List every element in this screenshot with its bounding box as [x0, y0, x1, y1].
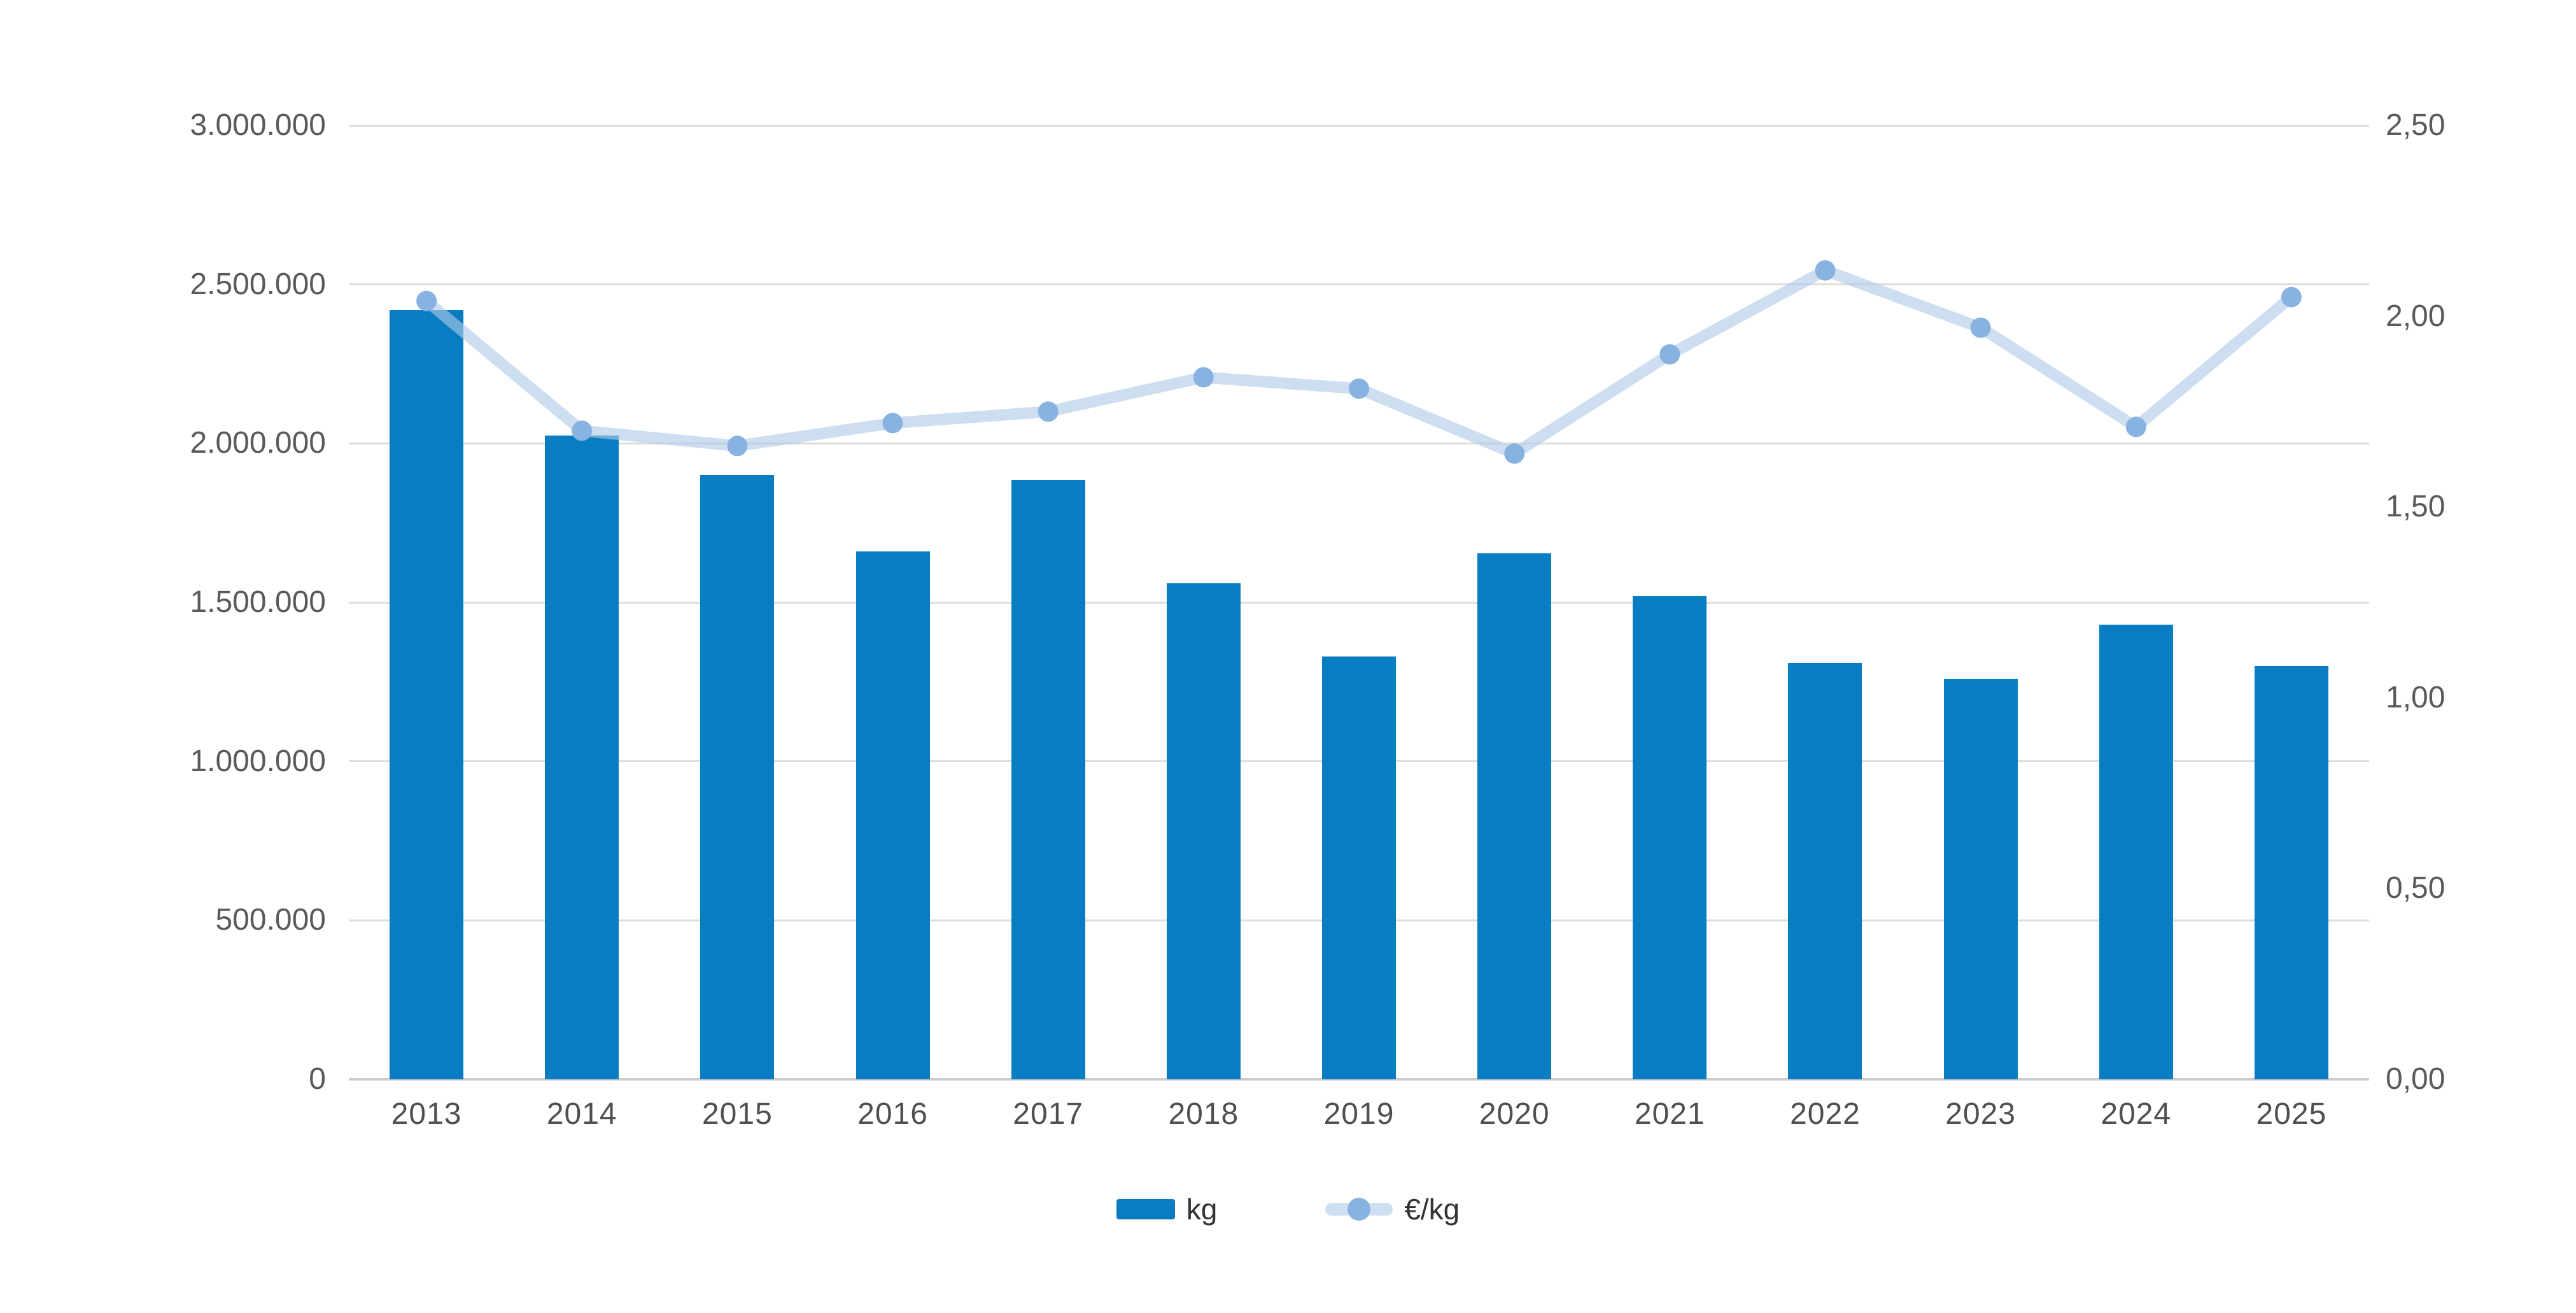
- left-axis-tick-1.000.000: 1.000.000: [190, 744, 326, 778]
- right-axis-tick-1,00: 1,00: [2386, 680, 2446, 714]
- price-dot-2020[interactable]: [1504, 443, 1525, 464]
- x-axis-line: [349, 1078, 2369, 1081]
- kg-swatch: [1116, 1199, 1175, 1219]
- bar-2021[interactable]: [1633, 596, 1707, 1079]
- x-tick-2016: 2016: [857, 1097, 928, 1131]
- right-axis-tick-0,00: 0,00: [2386, 1062, 2446, 1096]
- x-tick-2024: 2024: [2101, 1097, 2172, 1131]
- price-dot-2014[interactable]: [572, 420, 593, 441]
- bar-2020[interactable]: [1477, 553, 1552, 1079]
- price-dot-2015[interactable]: [727, 436, 748, 457]
- legend-label-eur-per-kg: €/kg: [1404, 1193, 1460, 1226]
- left-axis-tick-500.000: 500.000: [215, 903, 326, 937]
- x-tick-2018: 2018: [1168, 1097, 1239, 1131]
- price-dot-2013[interactable]: [416, 290, 437, 311]
- legend-label-kg: kg: [1186, 1193, 1218, 1226]
- price-dot-2024[interactable]: [2125, 416, 2146, 437]
- x-tick-2019: 2019: [1323, 1097, 1395, 1131]
- x-tick-2025: 2025: [2256, 1097, 2327, 1131]
- price-dot-2017[interactable]: [1038, 401, 1059, 422]
- bar-2013[interactable]: [390, 309, 464, 1079]
- gridline: [349, 124, 2369, 127]
- gridline: [349, 601, 2369, 604]
- bar-2017[interactable]: [1011, 479, 1085, 1079]
- bar-2015[interactable]: [700, 475, 775, 1079]
- gridline: [349, 283, 2369, 286]
- x-tick-2022: 2022: [1790, 1097, 1861, 1131]
- bar-2019[interactable]: [1322, 656, 1396, 1079]
- right-axis-tick-1,50: 1,50: [2386, 490, 2446, 524]
- price-dot-2023[interactable]: [1970, 317, 1991, 338]
- price-dot-2018[interactable]: [1193, 367, 1214, 388]
- price-line: [421, 264, 2297, 460]
- price-dot-2022[interactable]: [1815, 260, 1836, 281]
- left-axis-tick-2.500.000: 2.500.000: [190, 267, 326, 301]
- plot-area: [349, 124, 2369, 1081]
- x-tick-2015: 2015: [701, 1097, 773, 1131]
- legend: kg €/kg: [0, 1192, 2576, 1226]
- eur-per-kg-swatch: [1325, 1198, 1393, 1221]
- left-axis-tick-2.000.000: 2.000.000: [190, 426, 326, 460]
- price-dot-2016[interactable]: [882, 413, 903, 434]
- bar-2022[interactable]: [1788, 662, 1862, 1079]
- x-tick-2023: 2023: [1945, 1097, 2016, 1131]
- bar-2025[interactable]: [2254, 665, 2328, 1079]
- bar-2023[interactable]: [1943, 678, 2018, 1079]
- x-tick-2013: 2013: [391, 1097, 462, 1131]
- bar-2016[interactable]: [855, 551, 930, 1079]
- bar-2018[interactable]: [1166, 583, 1241, 1079]
- x-tick-2014: 2014: [546, 1097, 617, 1131]
- price-dot-2019[interactable]: [1349, 378, 1369, 399]
- legend-item-eur-per-kg[interactable]: €/kg: [1325, 1192, 1460, 1226]
- bar-2024[interactable]: [2099, 624, 2173, 1079]
- eur-per-kg-swatch-dot: [1348, 1198, 1371, 1221]
- price-dot-2021[interactable]: [1659, 344, 1680, 365]
- gridline: [349, 442, 2369, 444]
- left-axis-tick-3.000.000: 3.000.000: [190, 108, 326, 142]
- left-axis-tick-1.500.000: 1.500.000: [190, 585, 326, 619]
- left-axis-tick-0: 0: [309, 1062, 326, 1096]
- x-tick-2021: 2021: [1634, 1097, 1705, 1131]
- line-series-eur-per-kg: [416, 260, 2302, 464]
- x-tick-2020: 2020: [1479, 1097, 1550, 1131]
- price-dot-2025[interactable]: [2281, 287, 2302, 308]
- x-tick-2017: 2017: [1013, 1097, 1084, 1131]
- right-axis-tick-0,50: 0,50: [2386, 871, 2446, 905]
- legend-item-kg[interactable]: kg: [1116, 1192, 1218, 1226]
- right-axis-tick-2,50: 2,50: [2386, 108, 2446, 142]
- right-axis-tick-2,00: 2,00: [2386, 299, 2446, 333]
- bar-2014[interactable]: [545, 435, 619, 1079]
